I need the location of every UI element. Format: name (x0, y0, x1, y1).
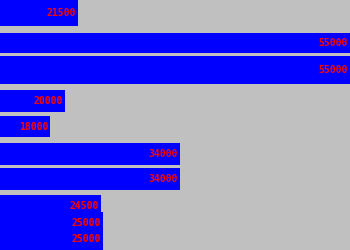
Bar (0, 195, 101, 217)
Text: 21500: 21500 (47, 8, 76, 18)
Text: 34000: 34000 (149, 149, 178, 159)
Text: 24500: 24500 (70, 201, 99, 211)
Bar (0, 56, 350, 84)
Bar (0, 116, 50, 137)
Bar (0, 212, 103, 234)
Text: 20000: 20000 (34, 96, 63, 106)
Bar (0, 168, 180, 190)
Bar (0, 143, 180, 165)
Text: 18000: 18000 (19, 122, 48, 132)
Bar (0, 0, 78, 26)
Text: 34000: 34000 (149, 174, 178, 184)
Bar (0, 90, 65, 112)
Text: 55000: 55000 (318, 65, 348, 75)
Text: 55000: 55000 (318, 38, 348, 48)
Text: 25000: 25000 (72, 218, 101, 228)
Bar (0, 33, 350, 53)
Bar (0, 228, 103, 250)
Text: 25000: 25000 (72, 234, 101, 244)
